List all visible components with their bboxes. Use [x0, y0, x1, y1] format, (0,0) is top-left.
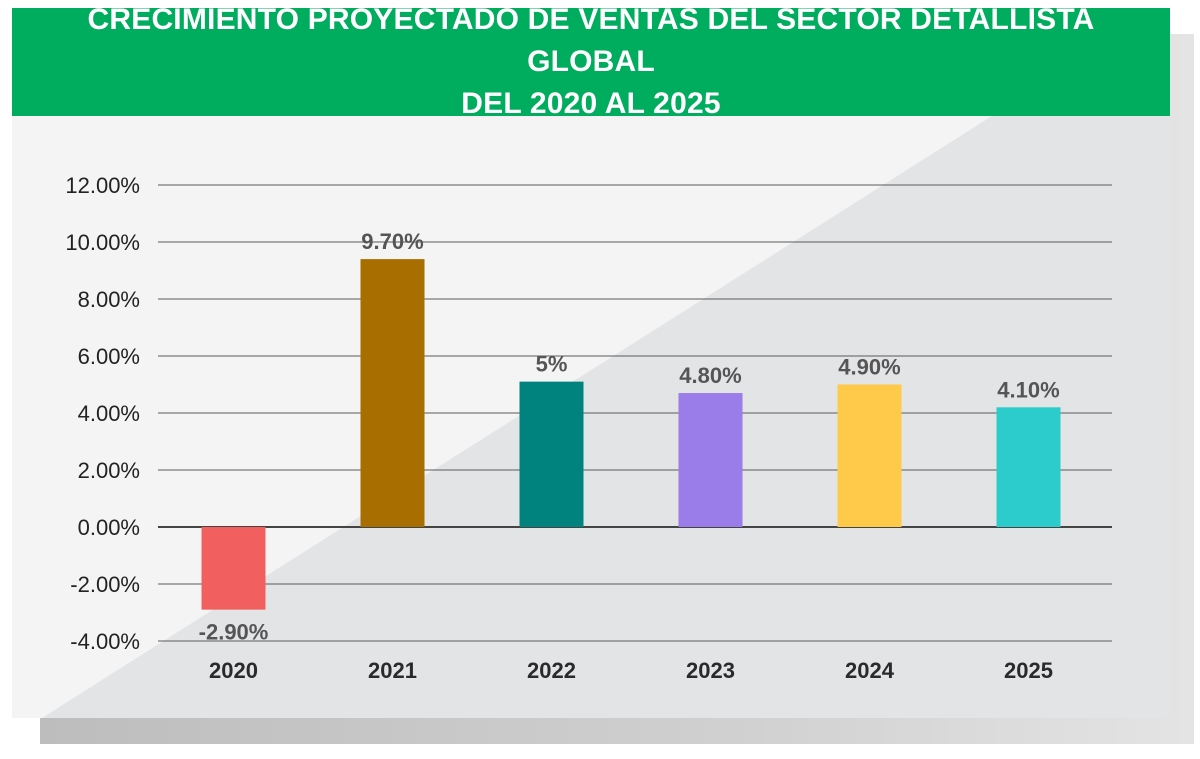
y-tick-label: -4.00%	[70, 629, 140, 654]
y-tick-label: 4.00%	[78, 401, 140, 426]
y-tick-label: 10.00%	[65, 230, 140, 255]
data-label-2024: 4.90%	[838, 355, 900, 380]
x-category-label-2020: 2020	[209, 658, 258, 683]
bar-2021	[360, 259, 425, 527]
data-label-2023: 4.80%	[679, 363, 741, 388]
data-label-2022: 5%	[536, 352, 568, 377]
chart-title: CRECIMIENTO PROYECTADO DE VENTAS DEL SEC…	[42, 8, 1140, 125]
x-category-label-2025: 2025	[1004, 658, 1053, 683]
y-tick-label: 6.00%	[78, 344, 140, 369]
data-label-2025: 4.10%	[997, 377, 1059, 402]
data-label-2021: 9.70%	[361, 229, 423, 254]
bar-2024	[837, 384, 902, 527]
data-label-2020: -2.90%	[199, 620, 269, 645]
y-tick-label: 12.00%	[65, 173, 140, 198]
chart-card: CRECIMIENTO PROYECTADO DE VENTAS DEL SEC…	[12, 8, 1170, 718]
chart-header: CRECIMIENTO PROYECTADO DE VENTAS DEL SEC…	[12, 8, 1170, 120]
y-tick-label: 2.00%	[78, 458, 140, 483]
bar-2023	[678, 393, 743, 527]
x-category-label-2023: 2023	[686, 658, 735, 683]
x-category-label-2024: 2024	[845, 658, 895, 683]
chart-title-line-2: DEL 2020 AL 2025	[461, 87, 721, 120]
diagonal-background	[42, 116, 1170, 718]
bar-2020	[201, 527, 266, 610]
y-tick-label: -2.00%	[70, 572, 140, 597]
y-tick-label: 8.00%	[78, 287, 140, 312]
chart-title-line-1: CRECIMIENTO PROYECTADO DE VENTAS DEL SEC…	[87, 8, 1095, 78]
x-category-label-2021: 2021	[368, 658, 417, 683]
x-category-label-2022: 2022	[527, 658, 576, 683]
bar-2022	[519, 381, 584, 527]
y-tick-label: 0.00%	[78, 515, 140, 540]
bar-2025	[996, 407, 1061, 527]
